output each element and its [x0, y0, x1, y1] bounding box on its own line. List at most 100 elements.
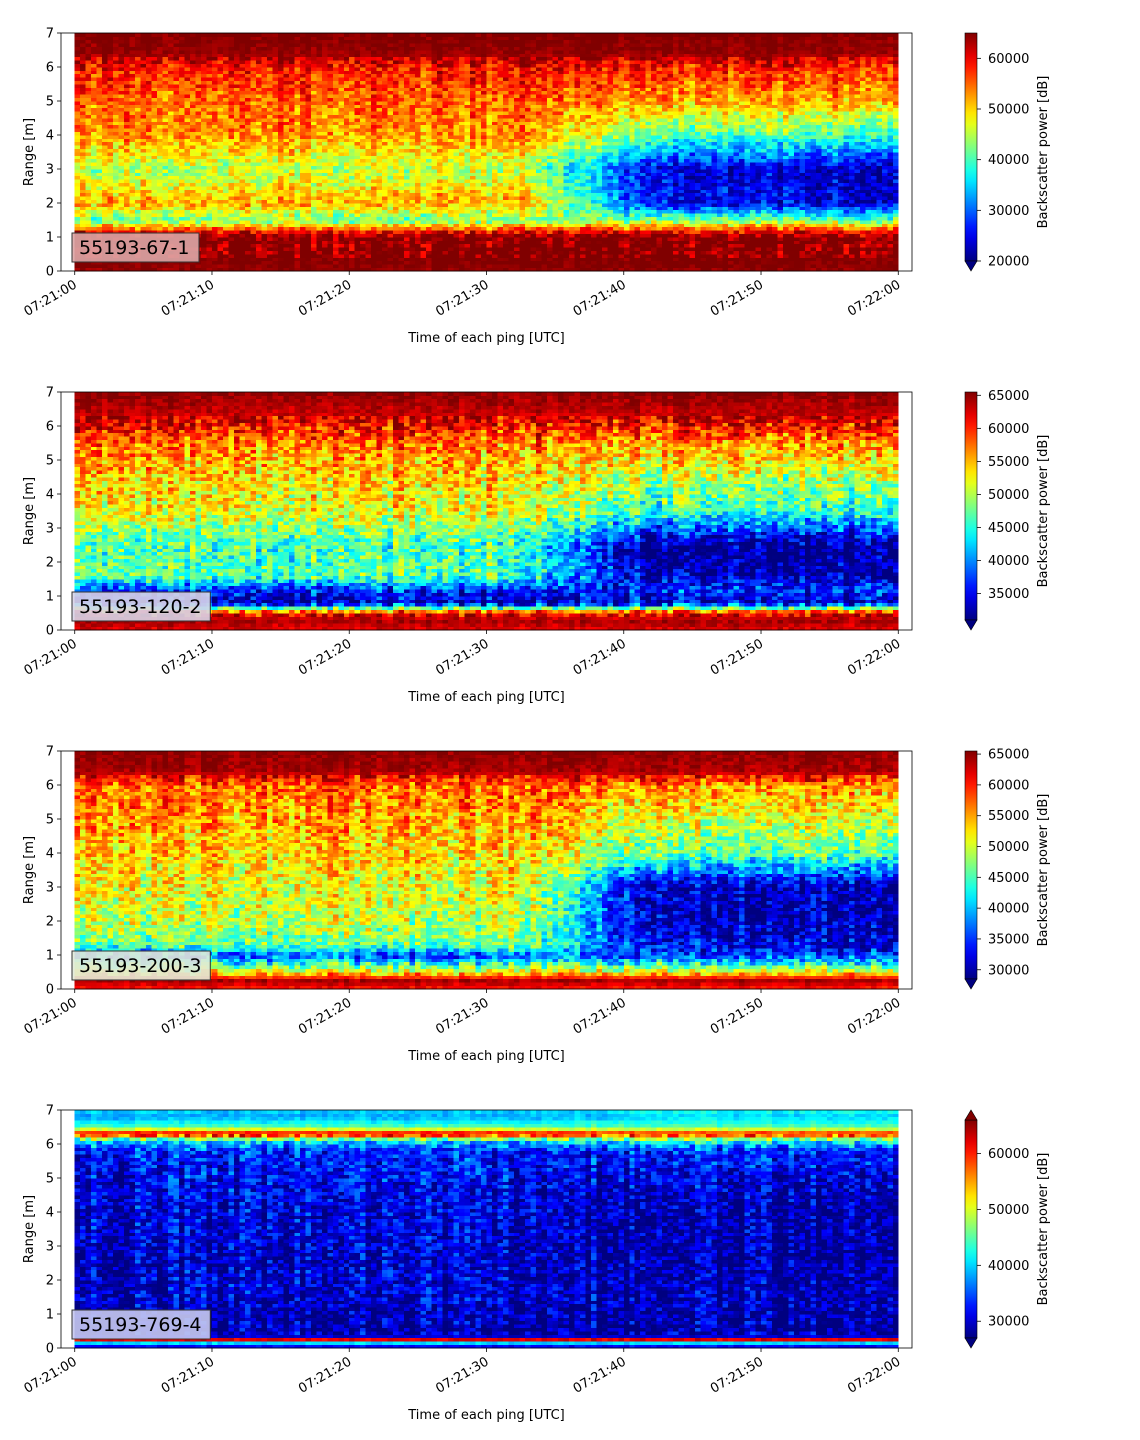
- colorbar-tick-label: 50000: [988, 103, 1029, 118]
- y-tick-label: 5: [46, 813, 54, 828]
- colorbar-tick-label: 60000: [988, 778, 1029, 793]
- panel-label-text: 55193-67-1: [79, 237, 189, 259]
- x-tick-label: 07:21:20: [296, 995, 354, 1037]
- x-tick-label: 07:21:30: [433, 277, 491, 319]
- colorbar-tick-label: 50000: [988, 1203, 1029, 1218]
- y-tick-label: 0: [46, 983, 54, 998]
- y-axis-label: Range [m]: [22, 1195, 37, 1263]
- colorbar-tick-label: 55000: [988, 809, 1029, 824]
- y-tick-label: 4: [46, 847, 54, 862]
- colorbar-tick-label: 50000: [988, 840, 1029, 855]
- colorbar-gradient: [965, 392, 977, 620]
- y-tick-label: 2: [46, 915, 54, 930]
- y-tick-label: 1: [46, 949, 54, 964]
- x-tick-label: 07:21:20: [296, 636, 354, 678]
- x-tick-label: 07:21:10: [159, 995, 217, 1037]
- x-tick-label: 07:21:30: [433, 1354, 491, 1396]
- y-tick-label: 0: [46, 1342, 54, 1357]
- y-tick-label: 7: [46, 745, 54, 760]
- colorbar-label: Backscatter power [dB]: [1036, 435, 1051, 588]
- panel-label: 55193-67-1: [72, 233, 199, 262]
- x-tick-label: 07:22:00: [845, 277, 903, 319]
- colorbar-extend-min: [965, 1338, 977, 1348]
- y-axis-label: Range [m]: [22, 477, 37, 545]
- panel-label-text: 55193-120-2: [79, 596, 202, 618]
- colorbar-tick-label: 65000: [988, 748, 1029, 763]
- x-tick-label: 07:21:50: [708, 1354, 766, 1396]
- x-tick-label: 07:22:00: [845, 995, 903, 1037]
- x-tick-label: 07:22:00: [845, 636, 903, 678]
- y-axis-label: Range [m]: [22, 118, 37, 186]
- colorbar-tick-label: 40000: [988, 902, 1029, 917]
- y-tick-label: 4: [46, 1206, 54, 1221]
- y-tick-label: 4: [46, 488, 54, 503]
- x-tick-label: 07:21:20: [296, 1354, 354, 1396]
- x-tick-label: 07:21:30: [433, 995, 491, 1037]
- x-tick-label: 07:21:00: [22, 1354, 80, 1396]
- y-tick-label: 5: [46, 454, 54, 469]
- y-tick-label: 0: [46, 624, 54, 639]
- x-tick-label: 07:21:40: [571, 1354, 629, 1396]
- colorbar-tick-label: 30000: [988, 204, 1029, 219]
- colorbar-tick-label: 55000: [988, 455, 1029, 470]
- y-tick-label: 6: [46, 1138, 54, 1153]
- x-tick-label: 07:21:20: [296, 277, 354, 319]
- x-tick-label: 07:21:40: [571, 636, 629, 678]
- y-tick-label: 7: [46, 386, 54, 401]
- colorbar-gradient: [965, 751, 977, 979]
- colorbar-tick-label: 40000: [988, 1259, 1029, 1274]
- x-tick-label: 07:21:10: [159, 636, 217, 678]
- colorbar-gradient: [965, 33, 977, 261]
- x-tick-label: 07:21:00: [22, 277, 80, 319]
- y-tick-label: 6: [46, 779, 54, 794]
- x-tick-label: 07:21:50: [708, 636, 766, 678]
- x-tick-label: 07:21:40: [571, 995, 629, 1037]
- y-axis: 0 1 2 3 4 5 6 7 Range [m]: [22, 386, 61, 639]
- x-tick-label: 07:21:50: [708, 277, 766, 319]
- y-tick-label: 3: [46, 522, 54, 537]
- x-axis-label: Time of each ping [UTC]: [407, 690, 565, 705]
- y-tick-label: 7: [46, 27, 54, 42]
- colorbar-label: Backscatter power [dB]: [1036, 76, 1051, 229]
- y-tick-label: 6: [46, 420, 54, 435]
- x-axis: 07:21:00 07:21:10 07:21:20 07:21:30 07:21:40…: [22, 1348, 904, 1423]
- y-tick-label: 3: [46, 163, 54, 178]
- x-axis-label: Time of each ping [UTC]: [407, 1049, 565, 1064]
- panel-label: 55193-769-4: [72, 1310, 210, 1339]
- y-tick-label: 3: [46, 1240, 54, 1255]
- x-tick-label: 07:21:00: [22, 995, 80, 1037]
- colorbar: 35000400004500050000550006000065000Backs…: [965, 389, 1051, 630]
- colorbar-label: Backscatter power [dB]: [1036, 794, 1051, 947]
- y-tick-label: 2: [46, 556, 54, 571]
- colorbar-tick-label: 35000: [988, 587, 1029, 602]
- y-tick-label: 2: [46, 1274, 54, 1289]
- colorbar-tick-label: 35000: [988, 932, 1029, 947]
- colorbar-tick-label: 60000: [988, 52, 1029, 67]
- y-tick-label: 5: [46, 1172, 54, 1187]
- colorbar-extend-max: [965, 1110, 977, 1120]
- x-tick-label: 07:21:50: [708, 995, 766, 1037]
- y-tick-label: 1: [46, 590, 54, 605]
- colorbar-tick-label: 60000: [988, 1147, 1029, 1162]
- colorbar-tick-label: 40000: [988, 153, 1029, 168]
- colorbar-tick-label: 65000: [988, 389, 1029, 404]
- y-axis-label: Range [m]: [22, 836, 37, 904]
- colorbar-gradient: [965, 1120, 977, 1338]
- colorbar-tick-label: 50000: [988, 488, 1029, 503]
- colorbar-extend-min: [965, 620, 977, 630]
- x-tick-label: 07:21:40: [571, 277, 629, 319]
- colorbar-tick-label: 45000: [988, 521, 1029, 536]
- x-axis-label: Time of each ping [UTC]: [407, 331, 565, 346]
- x-tick-label: 07:21:10: [159, 1354, 217, 1396]
- y-tick-label: 5: [46, 95, 54, 110]
